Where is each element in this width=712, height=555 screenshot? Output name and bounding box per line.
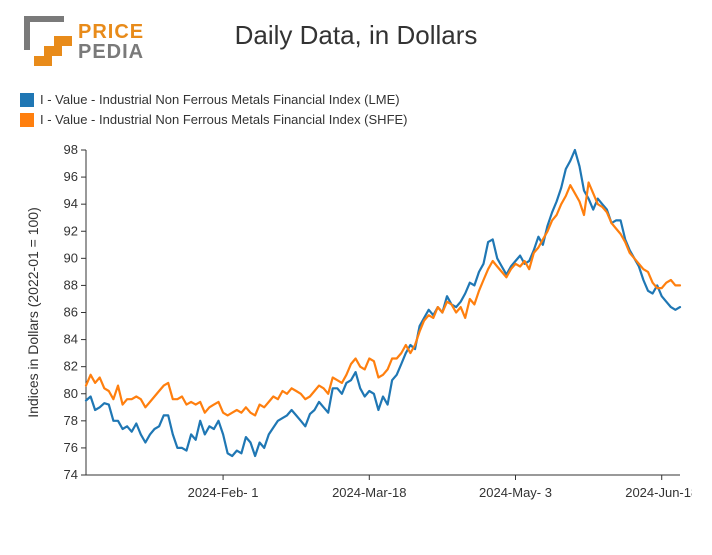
svg-text:80: 80 [64, 386, 78, 401]
svg-text:96: 96 [64, 169, 78, 184]
svg-text:98: 98 [64, 142, 78, 157]
svg-text:74: 74 [64, 467, 78, 482]
chart-plot: 74 76 78 80 82 84 86 88 90 92 94 96 98 2024-Feb- 1 202… [20, 140, 692, 535]
legend-swatch [20, 113, 34, 127]
chart-container: PRICE PEDIA Daily Data, in Dollars I - V… [0, 0, 712, 555]
svg-text:2024-May- 3: 2024-May- 3 [479, 485, 552, 500]
svg-text:84: 84 [64, 332, 78, 347]
svg-text:2024-Mar-18: 2024-Mar-18 [332, 485, 406, 500]
svg-text:92: 92 [64, 223, 78, 238]
svg-text:Indices in Dollars (2022-01 =: Indices in Dollars (2022-01 = 100) [25, 207, 41, 418]
svg-text:86: 86 [64, 305, 78, 320]
legend-swatch [20, 93, 34, 107]
svg-text:78: 78 [64, 413, 78, 428]
svg-text:94: 94 [64, 196, 78, 211]
legend-label: I - Value - Industrial Non Ferrous Metal… [40, 90, 400, 110]
svg-text:88: 88 [64, 277, 78, 292]
svg-text:2024-Feb- 1: 2024-Feb- 1 [188, 485, 259, 500]
chart-title: Daily Data, in Dollars [0, 20, 712, 51]
svg-text:76: 76 [64, 440, 78, 455]
legend: I - Value - Industrial Non Ferrous Metal… [20, 90, 408, 130]
legend-item: I - Value - Industrial Non Ferrous Metal… [20, 90, 408, 110]
svg-text:2024-Jun-18: 2024-Jun-18 [625, 485, 692, 500]
legend-item: I - Value - Industrial Non Ferrous Metal… [20, 110, 408, 130]
svg-text:90: 90 [64, 250, 78, 265]
legend-label: I - Value - Industrial Non Ferrous Metal… [40, 110, 408, 130]
svg-text:82: 82 [64, 359, 78, 374]
